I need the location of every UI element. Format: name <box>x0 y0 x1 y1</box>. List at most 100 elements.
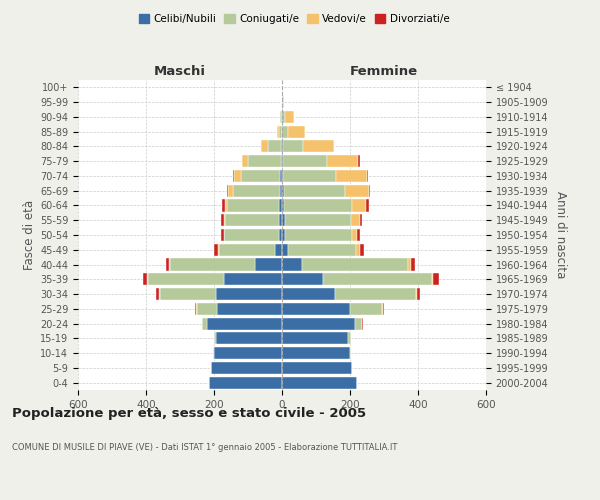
Bar <box>303 140 334 152</box>
Bar <box>282 288 335 300</box>
Bar <box>282 126 288 138</box>
Bar <box>280 184 282 197</box>
Bar <box>282 184 284 197</box>
Bar <box>278 229 282 241</box>
Bar <box>202 318 207 330</box>
Bar <box>279 214 282 226</box>
Bar <box>160 288 216 300</box>
Bar <box>196 303 197 315</box>
Bar <box>242 155 248 167</box>
Bar <box>156 288 159 300</box>
Bar <box>282 170 283 182</box>
Bar <box>282 96 283 108</box>
Bar <box>282 200 284 211</box>
Bar <box>280 170 282 182</box>
Bar <box>345 184 369 197</box>
Bar <box>359 214 362 226</box>
Bar <box>352 229 357 241</box>
Bar <box>216 288 282 300</box>
Bar <box>233 170 235 182</box>
Bar <box>282 376 357 388</box>
Bar <box>288 126 305 138</box>
Bar <box>282 244 288 256</box>
Bar <box>282 303 350 315</box>
Bar <box>261 140 268 152</box>
Bar <box>227 200 279 211</box>
Bar <box>282 332 349 344</box>
Bar <box>323 273 431 285</box>
Bar <box>221 229 224 241</box>
Bar <box>248 155 281 167</box>
Bar <box>282 140 283 152</box>
Bar <box>224 229 278 241</box>
Bar <box>416 288 418 300</box>
Bar <box>369 184 370 197</box>
Bar <box>143 273 147 285</box>
Text: Femmine: Femmine <box>350 65 418 78</box>
Bar <box>410 258 415 270</box>
Bar <box>255 258 282 270</box>
Bar <box>302 258 408 270</box>
Bar <box>282 155 283 167</box>
Text: Popolazione per età, sesso e stato civile - 2005: Popolazione per età, sesso e stato civil… <box>12 408 366 420</box>
Bar <box>383 303 385 315</box>
Bar <box>350 347 351 359</box>
Bar <box>286 229 352 241</box>
Bar <box>209 376 282 388</box>
Bar <box>281 155 282 167</box>
Bar <box>357 229 359 241</box>
Bar <box>166 258 169 270</box>
Bar <box>431 273 433 285</box>
Text: Maschi: Maschi <box>154 65 206 78</box>
Bar <box>283 155 327 167</box>
Bar <box>352 200 366 211</box>
Bar <box>241 170 280 182</box>
Bar <box>282 214 285 226</box>
Bar <box>277 126 278 138</box>
Bar <box>222 200 225 211</box>
Bar <box>169 258 170 270</box>
Y-axis label: Anni di nascita: Anni di nascita <box>554 192 567 278</box>
Bar <box>355 318 362 330</box>
Bar <box>281 140 282 152</box>
Bar <box>283 170 336 182</box>
Bar <box>366 200 369 211</box>
Bar <box>214 244 218 256</box>
Bar <box>279 200 282 211</box>
Bar <box>170 258 255 270</box>
Bar <box>225 214 279 226</box>
Bar <box>275 244 282 256</box>
Bar <box>408 258 410 270</box>
Bar <box>285 111 294 123</box>
Bar <box>282 318 355 330</box>
Bar <box>282 362 352 374</box>
Bar <box>268 140 281 152</box>
Bar <box>282 347 350 359</box>
Text: COMUNE DI MUSILE DI PIAVE (VE) - Dati ISTAT 1° gennaio 2005 - Elaborazione TUTTI: COMUNE DI MUSILE DI PIAVE (VE) - Dati IS… <box>12 442 397 452</box>
Bar <box>335 288 416 300</box>
Bar <box>349 332 351 344</box>
Bar <box>283 96 284 108</box>
Bar <box>233 184 280 197</box>
Bar <box>288 244 356 256</box>
Legend: Celibi/Nubili, Coniugati/e, Vedovi/e, Divorziati/e: Celibi/Nubili, Coniugati/e, Vedovi/e, Di… <box>134 10 454 29</box>
Bar <box>227 184 233 197</box>
Bar <box>235 170 241 182</box>
Bar <box>280 111 282 123</box>
Bar <box>284 184 345 197</box>
Bar <box>147 273 148 285</box>
Bar <box>224 214 225 226</box>
Bar <box>336 170 367 182</box>
Bar <box>207 318 282 330</box>
Bar <box>214 332 216 344</box>
Bar <box>382 303 383 315</box>
Bar <box>218 244 219 256</box>
Bar <box>278 126 282 138</box>
Bar <box>148 273 224 285</box>
Bar <box>219 244 275 256</box>
Bar <box>225 200 227 211</box>
Bar <box>356 244 359 256</box>
Bar <box>282 229 286 241</box>
Bar <box>214 347 282 359</box>
Bar <box>283 140 303 152</box>
